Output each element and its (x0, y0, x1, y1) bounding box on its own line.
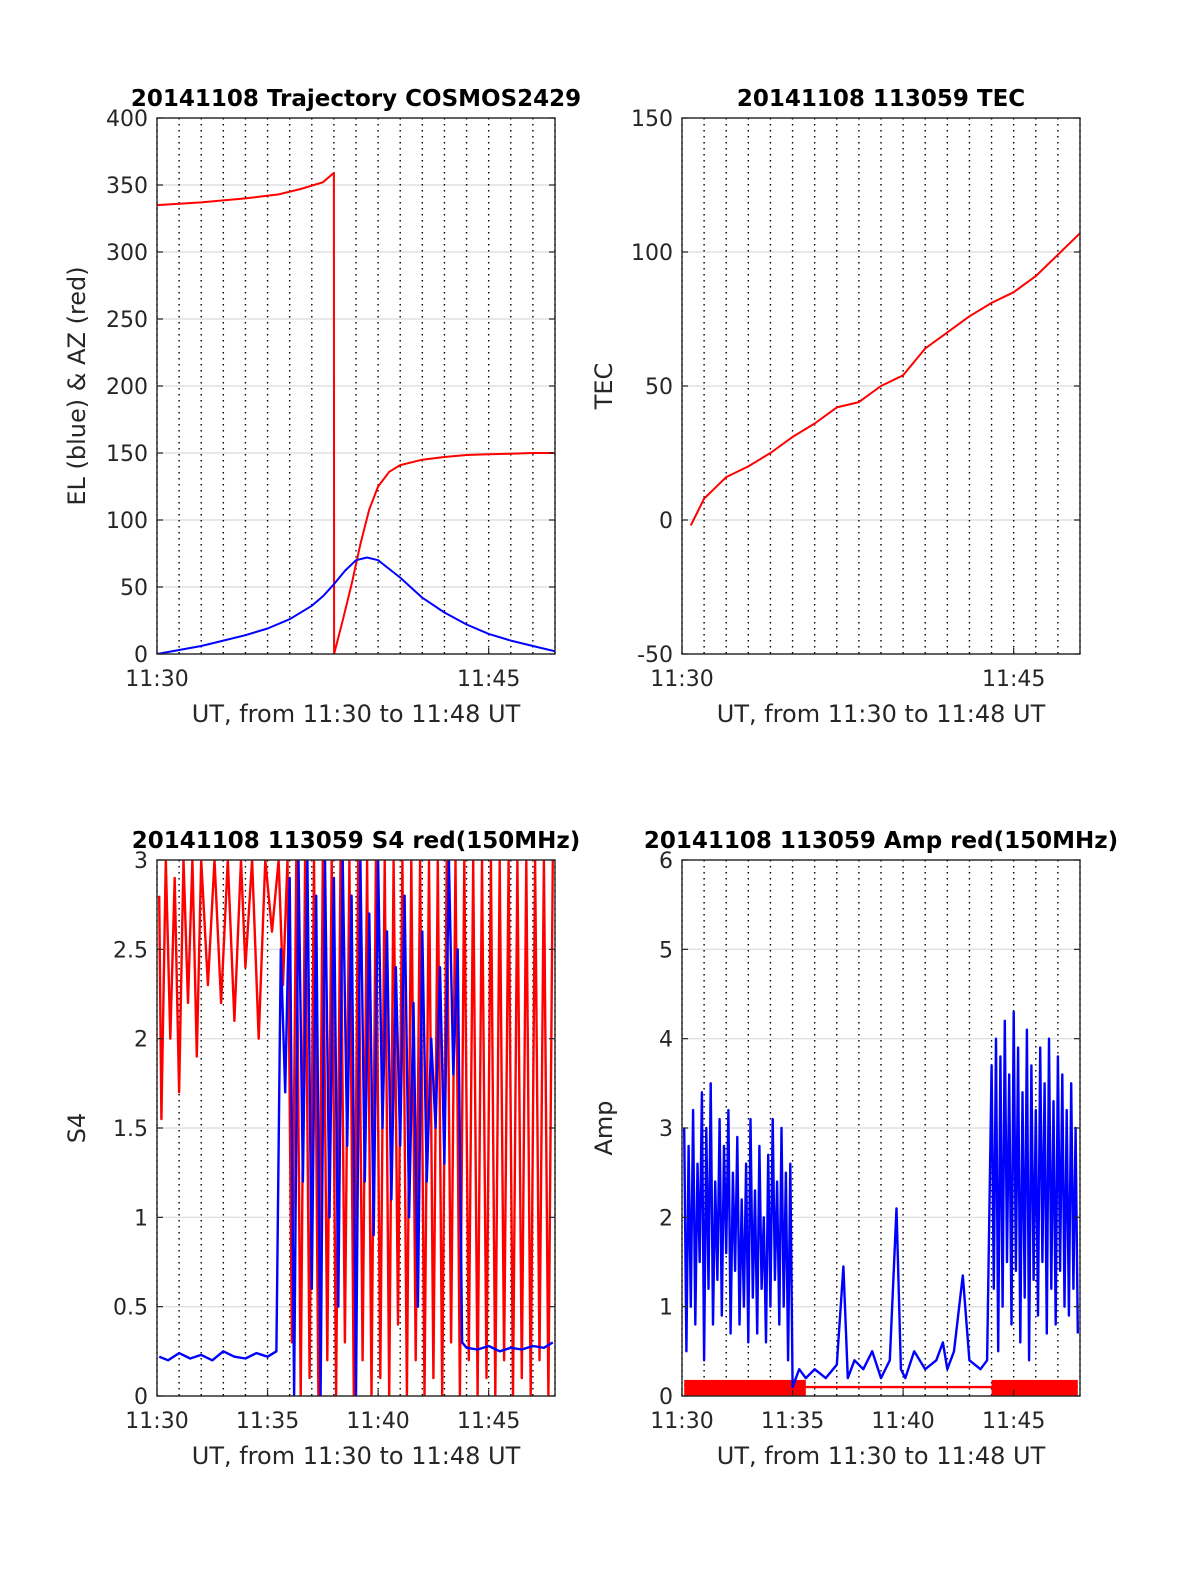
y-tick-label: 400 (106, 107, 148, 132)
y-tick-label: 200 (106, 375, 148, 400)
y-tick-label: 100 (631, 241, 673, 266)
y-tick-label: 1.5 (113, 1117, 148, 1142)
y-tick-label: 5 (659, 938, 673, 963)
chart-panel: 0 0.5 1 1.5 2 2.5 3 11:30 11:35 11:40 11:45 2014110… (63, 828, 580, 1470)
y-axis-label: TEC (590, 363, 618, 411)
x-tick-label: 11:30 (650, 667, 713, 692)
y-tick-label: 50 (645, 375, 673, 400)
x-axis-label: UT, from 11:30 to 11:48 UT (192, 700, 521, 728)
x-tick-label: 11:40 (346, 1409, 409, 1434)
y-tick-label: 1 (134, 1206, 148, 1231)
x-tick-label: 11:30 (125, 667, 188, 692)
series-group (158, 860, 554, 1396)
x-tick-label: 11:40 (871, 1409, 934, 1434)
y-tick-label: 150 (631, 107, 673, 132)
y-tick-label: 0 (134, 1385, 148, 1410)
y-tick-label: 300 (106, 241, 148, 266)
y-tick-label: 100 (106, 509, 148, 534)
series-line (158, 860, 554, 1396)
y-tick-label: 3 (134, 849, 148, 874)
x-tick-label: 11:35 (236, 1409, 299, 1434)
y-tick-label: 0 (134, 643, 148, 668)
y-tick-label: 50 (120, 576, 148, 601)
x-tick-label: 11:45 (457, 667, 520, 692)
x-tick-label: 11:30 (125, 1409, 188, 1434)
x-tick-label: 11:30 (650, 1409, 713, 1434)
series-band (684, 1379, 806, 1396)
y-tick-label: 350 (106, 174, 148, 199)
y-tick-label: 0.5 (113, 1296, 148, 1321)
series-line (689, 232, 1080, 526)
series-line (157, 171, 555, 654)
y-tick-label: 2 (134, 1028, 148, 1053)
series-line (157, 556, 555, 654)
y-axis-label: EL (blue) & AZ (red) (63, 266, 91, 505)
y-tick-label: -50 (637, 643, 673, 668)
y-tick-label: 2.5 (113, 938, 148, 963)
series-line (684, 1382, 1078, 1389)
y-tick-label: 250 (106, 308, 148, 333)
x-axis-label: UT, from 11:30 to 11:48 UT (717, 1442, 1046, 1470)
chart-title: 20141108 113059 TEC (737, 86, 1025, 112)
x-axis-label: UT, from 11:30 to 11:48 UT (717, 700, 1046, 728)
chart-title: 20141108 Trajectory COSMOS2429 (131, 86, 581, 112)
y-axis-label: S4 (63, 1113, 91, 1144)
x-tick-label: 11:45 (982, 1409, 1045, 1434)
x-axis-label: UT, from 11:30 to 11:48 UT (192, 1442, 521, 1470)
y-tick-label: 3 (659, 1117, 673, 1142)
x-tick-label: 11:35 (761, 1409, 824, 1434)
chart-title: 20141108 113059 Amp red(150MHz) (644, 828, 1118, 854)
series-group (689, 232, 1080, 526)
y-axis-label: Amp (590, 1100, 618, 1155)
y-tick-label: 0 (659, 509, 673, 534)
series-group (157, 171, 555, 654)
x-tick-label: 11:45 (982, 667, 1045, 692)
y-tick-label: 0 (659, 1385, 673, 1410)
chart-panel: -50 0 50 100 150 11:30 11:45 20141108 113059 TE… (590, 86, 1081, 728)
y-tick-label: 4 (659, 1028, 673, 1053)
y-tick-label: 1 (659, 1296, 673, 1321)
series-line (683, 1010, 1079, 1389)
chart-title: 20141108 113059 S4 red(150MHz) (132, 828, 581, 854)
chart-panel: 0 1 2 3 4 5 6 11:30 11:35 11:40 11:45 20141108 1130… (590, 828, 1118, 1470)
chart-panel: 0 50 100 150 200 250 300 350 400 11:30 11:45 201411… (63, 86, 581, 728)
y-tick-label: 2 (659, 1206, 673, 1231)
x-tick-label: 11:45 (457, 1409, 520, 1434)
y-tick-label: 6 (659, 849, 673, 874)
y-tick-label: 150 (106, 442, 148, 467)
